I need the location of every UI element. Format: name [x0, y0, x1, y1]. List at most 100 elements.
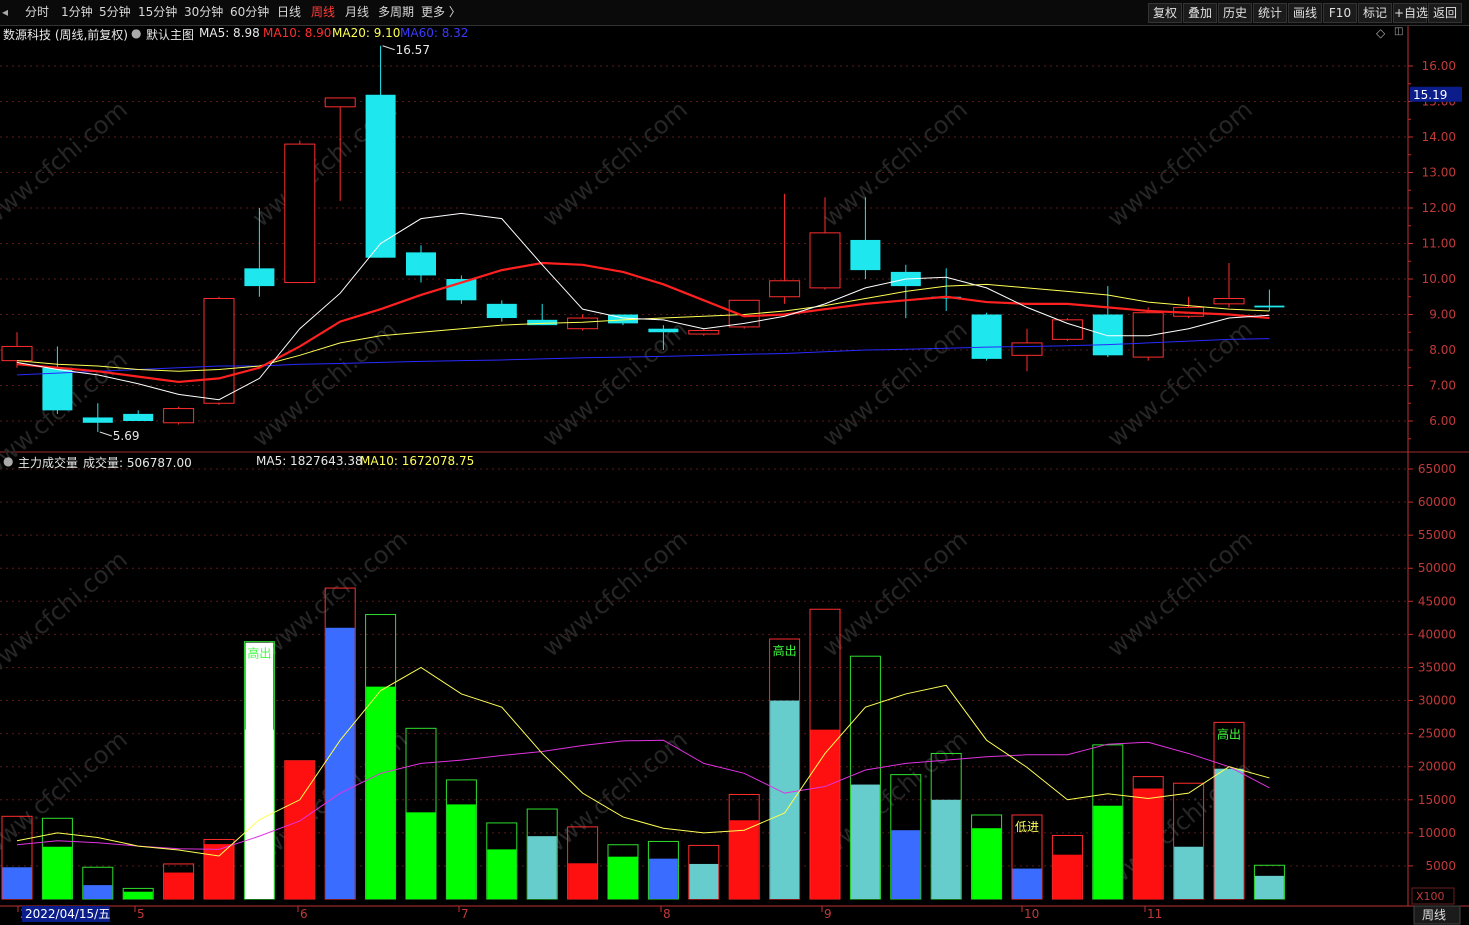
highlight-bar: [245, 642, 274, 731]
main-force-bar: [366, 686, 396, 899]
watermark-text: www.cfchi.com: [537, 315, 693, 452]
month-label: 11: [1147, 907, 1162, 921]
f10-button[interactable]: F10: [1323, 3, 1357, 23]
period-item-60min[interactable]: 60分钟: [230, 5, 270, 19]
main-force-bar: [1093, 805, 1123, 899]
main-force-bar: [850, 784, 880, 899]
main-force-bar: [770, 700, 800, 899]
add-watchlist-button[interactable]: +自选: [1393, 3, 1428, 23]
watermark-text: www.cfchi.com: [1102, 525, 1258, 662]
vol-tick-label: 35000: [1418, 660, 1456, 674]
candle-body-up: [688, 329, 720, 335]
ma10-legend: MA10: 8.90: [263, 26, 332, 40]
candle-body-up: [1051, 319, 1083, 340]
watermark-text: www.cfchi.com: [537, 525, 693, 662]
stats-button[interactable]: 统计: [1253, 3, 1287, 23]
main-force-bar: [689, 863, 719, 899]
draw-line-button[interactable]: 画线: [1288, 3, 1322, 23]
price-tick-label: 9.00: [1429, 308, 1456, 322]
back-arrow-icon[interactable]: ◂: [2, 5, 9, 19]
signal-label: 低进: [1015, 820, 1039, 834]
overlay-button[interactable]: 叠加: [1183, 3, 1217, 23]
period-item-monthly[interactable]: 月线: [345, 5, 370, 19]
main-force-bar: [123, 891, 153, 899]
period-item-multi[interactable]: 多周期: [378, 5, 415, 19]
main-force-bar: [608, 856, 638, 899]
price-tick-label: 10.00: [1422, 272, 1456, 286]
vol-dropdown-icon[interactable]: ●: [3, 454, 14, 468]
vol-ma5-line: [16, 666, 1270, 857]
candle-body-down: [608, 314, 638, 324]
vol-tick-label: 20000: [1418, 760, 1456, 774]
period-item-1min[interactable]: 1分钟: [61, 5, 93, 19]
signal-label: 高出: [773, 643, 797, 658]
vol-scale-box: [1411, 887, 1455, 905]
extreme-value-label: 5.69: [113, 429, 140, 443]
main-force-bar: [1012, 868, 1042, 899]
vol-title[interactable]: 主力成交量: [18, 456, 79, 470]
period-item-30min[interactable]: 30分钟: [184, 5, 224, 19]
history-button[interactable]: 历史: [1218, 3, 1252, 23]
vol-ma10-line: [16, 739, 1270, 850]
ma60-line: [16, 338, 1270, 376]
main-force-bar: [325, 627, 355, 899]
month-label: 5: [137, 907, 145, 921]
candle-body-up: [769, 280, 801, 298]
template-dropdown-icon[interactable]: ●: [131, 26, 142, 40]
vol-ma10-legend: MA10: 1672078.75: [360, 454, 475, 468]
price-tick-label: 11.00: [1422, 237, 1456, 251]
period-item-15min[interactable]: 15分钟: [138, 5, 178, 19]
candle-body-down: [365, 94, 396, 258]
candle-body-down: [244, 268, 275, 287]
candle-body-up: [163, 408, 195, 424]
period-item-5min[interactable]: 5分钟: [99, 5, 131, 19]
mark-button[interactable]: 标记: [1358, 3, 1392, 23]
fuquan-button[interactable]: 复权: [1148, 3, 1182, 23]
signal-label: 高出: [247, 646, 271, 661]
period-label: 周线: [1422, 908, 1446, 922]
ma5-line: [16, 212, 1270, 401]
main-force-bar: [83, 885, 113, 899]
main-force-bar: [285, 760, 315, 899]
month-label: 6: [300, 907, 308, 921]
vol-value: 成交量: 506787.00: [83, 456, 192, 470]
main-force-bar: [446, 804, 476, 899]
month-label: 9: [824, 907, 832, 921]
panel-toggle-icon[interactable]: ◫: [1394, 26, 1404, 37]
candle-body-up: [1132, 312, 1164, 358]
date-label: 2022/04/15/五: [25, 907, 110, 921]
candle-body-up: [203, 298, 235, 404]
price-tick-label: 7.00: [1429, 379, 1456, 393]
vol-ma5-legend: MA5: 1827643.38: [256, 454, 363, 468]
period-item-daily[interactable]: 日线: [277, 5, 302, 19]
period-item-more[interactable]: 更多 〉: [421, 5, 461, 19]
diamond-icon[interactable]: ◇: [1376, 26, 1386, 40]
main-force-bar: [1133, 788, 1163, 899]
stock-title: 数源科技 (周线,前复权): [3, 28, 128, 42]
ma60-legend: MA60: 8.32: [400, 26, 469, 40]
candle-body-up: [1, 345, 33, 362]
template-label[interactable]: 默认主图: [146, 28, 195, 42]
watermark-text: www.cfchi.com: [817, 95, 973, 232]
candle-body-down: [1092, 314, 1123, 356]
candle-body-up: [1213, 298, 1245, 305]
period-box: [1413, 905, 1461, 925]
vol-tick-label: 45000: [1418, 594, 1456, 608]
main-force-bar: [648, 858, 678, 899]
return-button[interactable]: 返回: [1428, 3, 1462, 23]
main-force-bar: [810, 729, 840, 899]
candle-body-down: [123, 413, 154, 421]
price-tick-label: 12.00: [1422, 201, 1456, 215]
candle-body-up: [1011, 342, 1043, 356]
period-item-weekly[interactable]: 周线: [311, 5, 336, 19]
month-label: 7: [461, 907, 469, 921]
main-force-bar: [1214, 768, 1244, 899]
candle-body-down: [406, 252, 436, 276]
vol-tick-label: 65000: [1418, 462, 1456, 476]
watermark-text: www.cfchi.com: [537, 95, 693, 232]
period-item-fenshi[interactable]: 分时: [25, 5, 50, 19]
main-force-bar: [42, 846, 72, 899]
signal-label: 高出: [1217, 726, 1241, 741]
main-force-bar: [164, 872, 194, 899]
